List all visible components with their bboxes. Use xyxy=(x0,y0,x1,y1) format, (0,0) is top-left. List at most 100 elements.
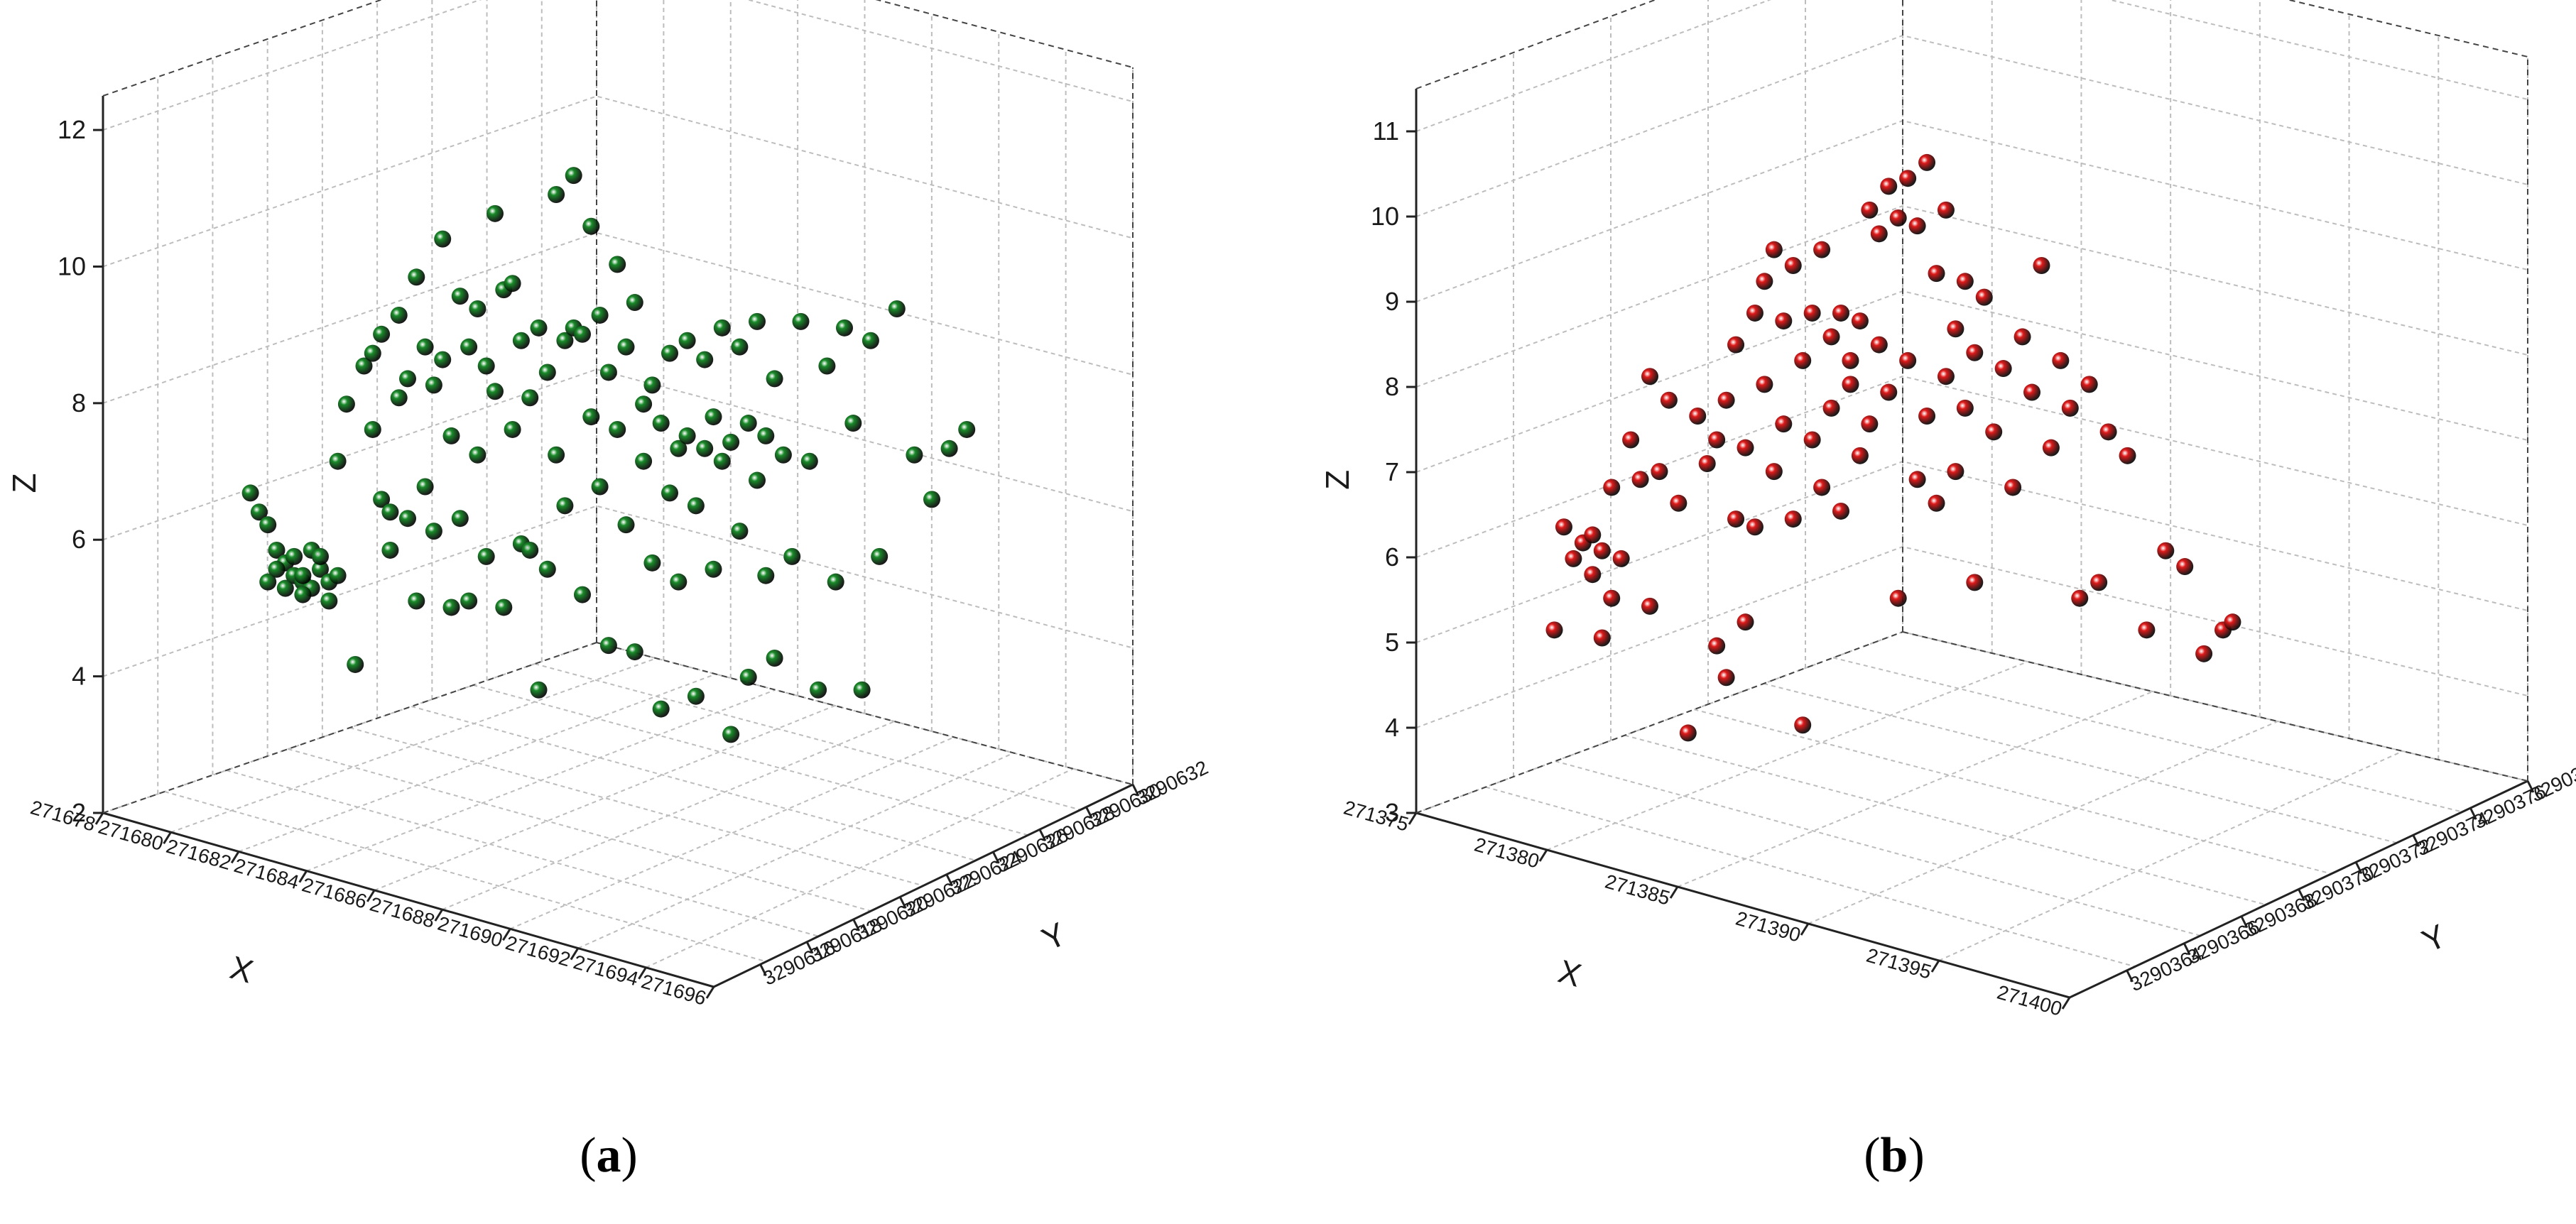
floor-grid-line xyxy=(1808,721,2278,924)
x-tick-mark xyxy=(230,851,240,864)
floor-grid-line xyxy=(1555,760,2201,936)
data-point xyxy=(521,389,539,407)
z-tick-label: 9 xyxy=(1385,287,1399,316)
z-grid-line xyxy=(1415,460,2528,643)
data-point xyxy=(739,668,757,686)
data-point xyxy=(1908,471,1926,488)
data-point xyxy=(940,439,958,457)
data-point xyxy=(766,370,783,388)
x-tick-mark xyxy=(434,909,444,922)
y-tick-mark xyxy=(2240,915,2249,929)
floor-grid-line xyxy=(534,663,1081,811)
axis-edge xyxy=(875,0,1134,68)
data-point xyxy=(827,573,844,591)
y-tick-mark xyxy=(852,919,861,931)
axis-edge xyxy=(596,642,1134,785)
data-point xyxy=(1928,265,1945,283)
data-point xyxy=(844,415,862,432)
data-point xyxy=(1565,550,1582,567)
floor-grid-line xyxy=(1546,661,2028,851)
z-tick-label: 4 xyxy=(72,662,86,691)
data-point xyxy=(469,300,487,318)
data-point xyxy=(381,541,399,559)
y-tick-mark xyxy=(2183,943,2191,956)
data-point xyxy=(556,332,574,349)
data-point xyxy=(1698,454,1716,472)
data-point xyxy=(609,420,626,438)
data-point xyxy=(731,338,749,356)
data-point xyxy=(504,275,521,293)
y-tick-mark xyxy=(991,851,1000,864)
data-point xyxy=(442,599,460,616)
data-point xyxy=(731,523,749,540)
data-point xyxy=(538,364,556,381)
data-point xyxy=(487,383,504,400)
data-point xyxy=(1756,376,1773,393)
data-point xyxy=(1737,613,1754,631)
data-point xyxy=(504,420,521,438)
data-point xyxy=(390,306,408,324)
data-point xyxy=(477,547,495,565)
y-tick-label: 3290378 xyxy=(2527,753,2576,807)
data-point xyxy=(609,256,626,273)
data-point xyxy=(373,491,391,508)
data-point xyxy=(582,408,600,426)
data-point xyxy=(530,319,548,337)
data-point xyxy=(1956,273,1974,290)
data-point xyxy=(722,433,740,451)
data-point xyxy=(2119,447,2136,464)
y-tick-mark xyxy=(2126,970,2134,983)
data-point xyxy=(1727,510,1745,528)
data-point xyxy=(1765,241,1783,258)
data-point xyxy=(687,687,705,705)
data-point xyxy=(687,497,705,515)
data-point xyxy=(1832,502,1849,520)
data-point xyxy=(1966,344,1984,361)
data-point xyxy=(1717,391,1735,409)
data-point xyxy=(1708,637,1726,655)
data-point xyxy=(250,503,268,521)
floor-grid-line xyxy=(349,727,924,887)
data-point xyxy=(1918,153,1936,171)
data-point xyxy=(565,167,582,185)
data-point xyxy=(2052,351,2070,369)
data-point xyxy=(364,420,381,438)
axis-edge xyxy=(713,783,1134,988)
data-point xyxy=(1985,423,2003,441)
data-point xyxy=(574,586,591,603)
data-point xyxy=(591,306,609,324)
chart-panel-b: 3 4 5 6 7 8 9 10 11 Z 271375 271380 271385 271390 2713… xyxy=(1288,0,2576,1224)
caption-b: (b) xyxy=(1864,1128,1925,1183)
data-point xyxy=(1603,589,1621,607)
x-tick-mark xyxy=(502,928,511,941)
z-grid-line xyxy=(1415,290,2528,473)
data-point xyxy=(425,523,442,540)
x-tick-mark xyxy=(705,986,715,999)
data-point xyxy=(1555,518,1572,536)
z-grid-line xyxy=(102,95,1134,268)
data-point xyxy=(241,484,259,502)
x-tick-mark xyxy=(1800,923,1810,936)
data-point xyxy=(1966,574,1984,591)
scatter-3d-chart-a: 2 4 6 8 10 12 Z 2716782716802716822716842716862… xyxy=(6,0,1212,1010)
data-point xyxy=(1593,629,1611,647)
data-point xyxy=(1889,589,1907,607)
floor-grid-line xyxy=(1624,734,2266,906)
floor-grid-line xyxy=(472,684,1028,836)
data-point xyxy=(1593,542,1611,559)
data-point xyxy=(495,599,513,616)
data-point xyxy=(1832,304,1849,322)
data-point xyxy=(434,230,452,248)
data-point xyxy=(548,446,565,464)
data-point xyxy=(1612,550,1630,567)
data-point xyxy=(1746,304,1763,322)
data-point xyxy=(574,325,591,343)
data-point xyxy=(757,427,775,444)
z-grid-line xyxy=(1415,0,2528,132)
data-point xyxy=(1880,177,1898,195)
data-point xyxy=(451,510,469,528)
floor-grid-line xyxy=(164,791,767,963)
z-grid-line xyxy=(102,0,1134,131)
data-point xyxy=(1842,376,1859,393)
y-tick-mark xyxy=(2354,861,2363,875)
